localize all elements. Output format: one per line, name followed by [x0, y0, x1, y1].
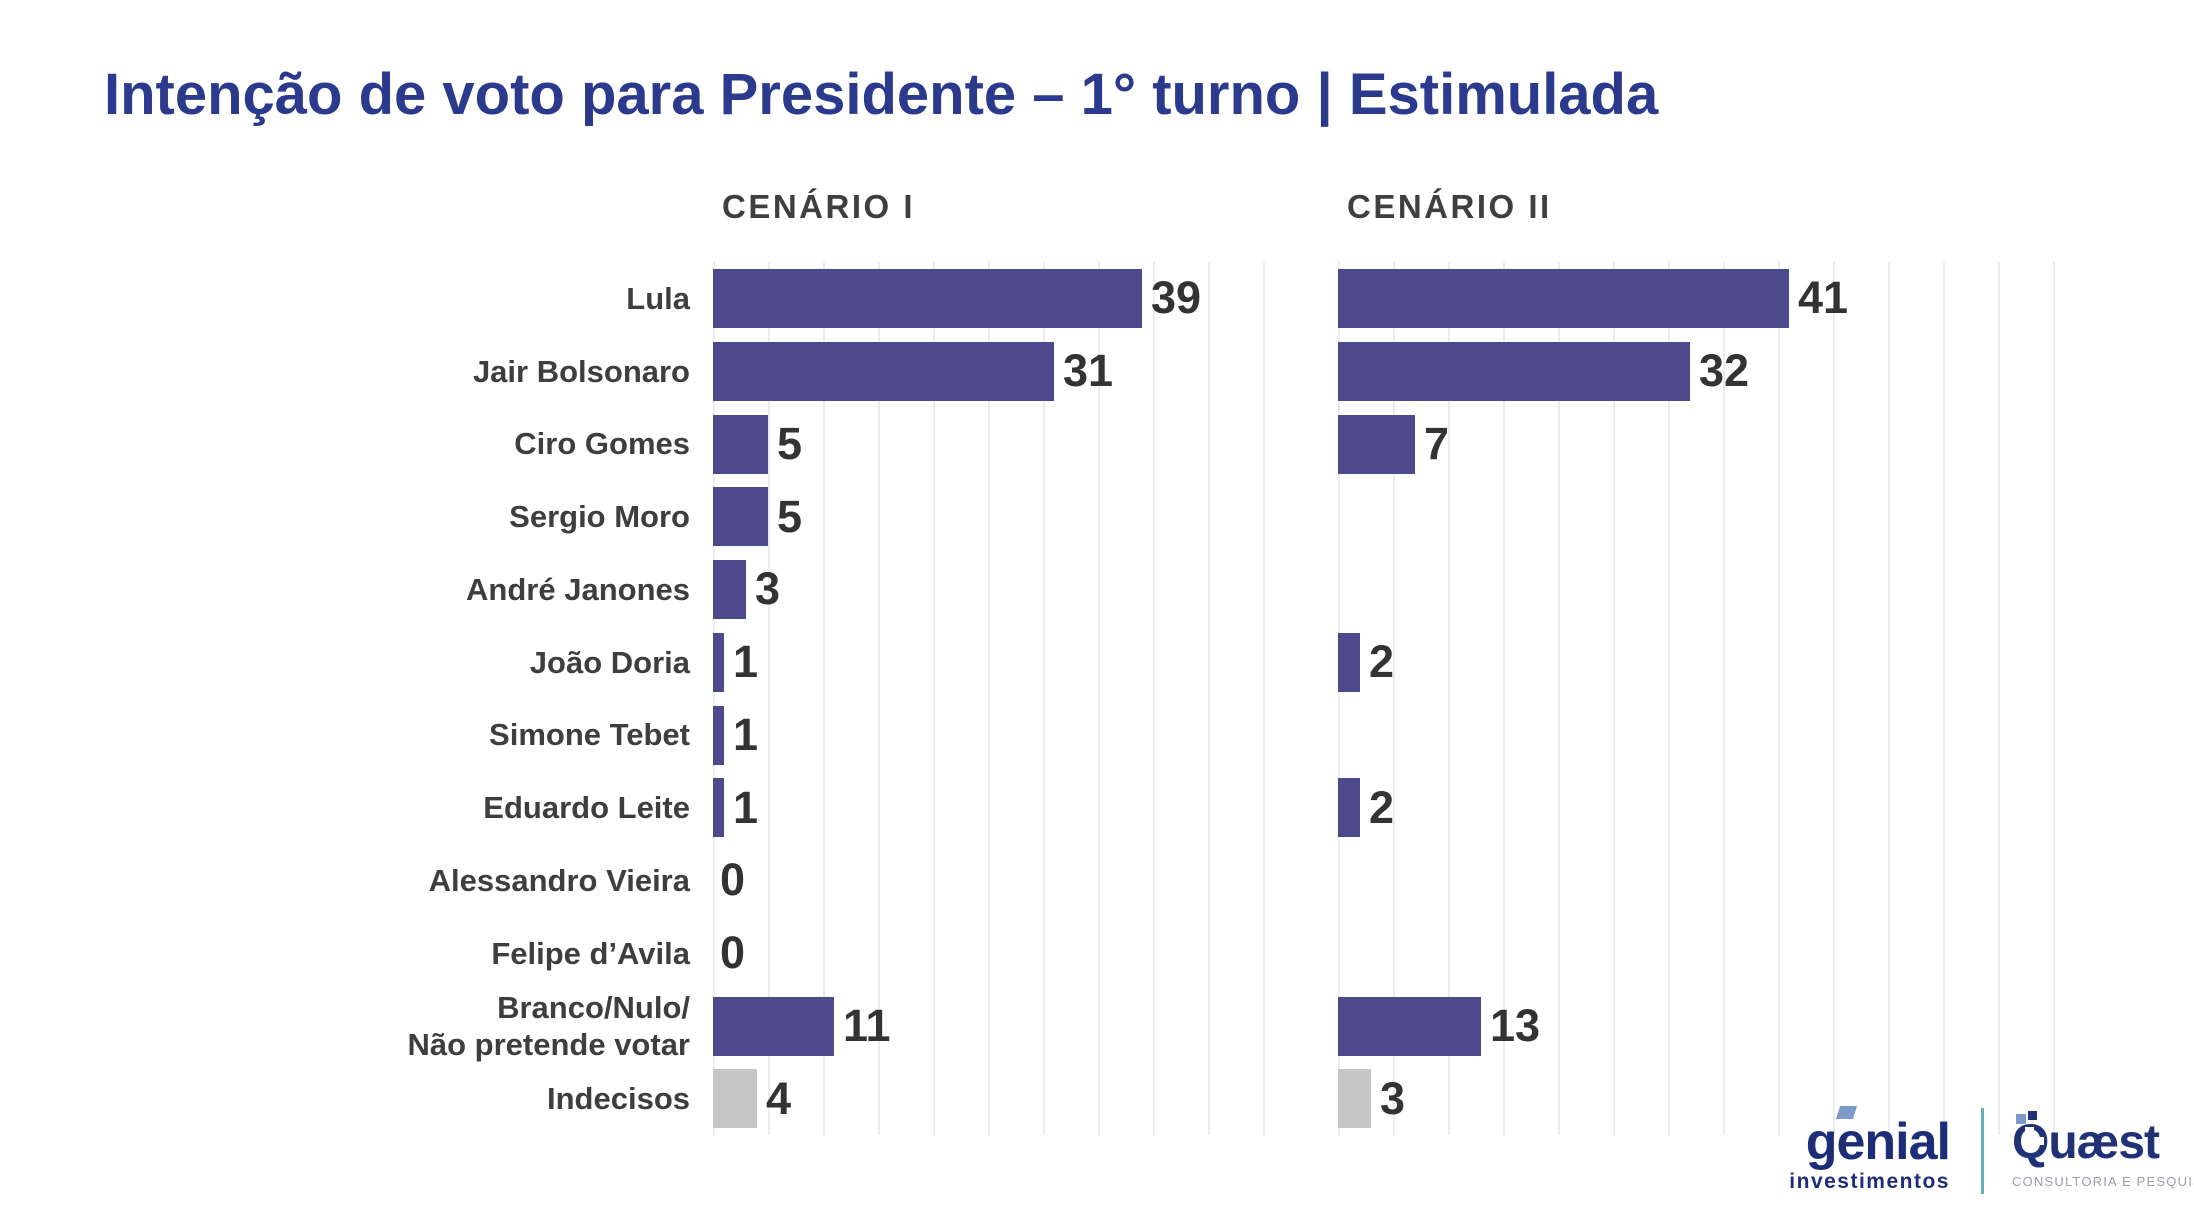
chart-row: Simone Tebet 1 [0, 699, 2194, 772]
panel-header-cenario-2: CENÁRIO II [1347, 188, 1552, 225]
quaest-mosaic-square-icon [2036, 1137, 2044, 1145]
category-label: Ciro Gomes [514, 426, 690, 462]
quaest-wordmark: Quæst [2012, 1111, 2182, 1168]
value-label-cenario-1: 3 [755, 563, 781, 615]
category-label: Eduardo Leite [483, 790, 690, 826]
bar-cenario-1 [713, 1069, 757, 1129]
panel-2-gridlines [1338, 262, 2055, 1135]
value-label-cenario-1: 31 [1063, 345, 1114, 397]
bar-cenario-1 [713, 341, 1054, 401]
value-label-cenario-2: 41 [1798, 272, 1849, 324]
value-label-cenario-2: 2 [1369, 781, 1395, 833]
category-label: André Janones [466, 571, 690, 607]
bar-cenario-1 [713, 560, 746, 619]
value-label-cenario-1: 1 [733, 636, 759, 688]
chart-row: Alessandro Vieira 0 [0, 844, 2194, 917]
category-label: Branco/Nulo/ Não pretende votar [407, 989, 690, 1062]
bar-cenario-1 [713, 778, 724, 838]
bar-cenario-1 [713, 632, 724, 692]
value-label-cenario-1: 5 [777, 490, 803, 542]
value-label-cenario-1: 11 [843, 999, 891, 1051]
bar-cenario-1 [713, 487, 768, 547]
bar-cenario-1 [713, 269, 1142, 328]
quaest-mosaic-square-icon [2028, 1111, 2037, 1120]
chart-row: Indecisos 4 3 [0, 1062, 2194, 1135]
bar-cenario-2 [1338, 1069, 1371, 1129]
chart-row: Lula 39 41 [0, 262, 2194, 335]
quaest-mosaic-square-icon [2025, 1127, 2034, 1136]
value-label-cenario-2: 13 [1490, 999, 1541, 1051]
value-label-cenario-2: 7 [1424, 417, 1450, 469]
category-label: Jair Bolsonaro [472, 353, 690, 389]
value-label-cenario-1: 5 [777, 417, 803, 469]
category-label: Felipe d’Avila [491, 935, 690, 971]
category-label: Sergio Moro [509, 499, 690, 535]
value-label-cenario-1: 0 [720, 854, 746, 906]
category-label: Alessandro Vieira [428, 862, 690, 898]
value-label-cenario-1: 1 [733, 781, 759, 833]
genial-wordmark: genial [1805, 1113, 1951, 1171]
value-label-cenario-2: 32 [1699, 345, 1750, 397]
bar-cenario-2 [1338, 996, 1481, 1056]
genial-logo: genial investimentos [1768, 1106, 1951, 1194]
category-label: Lula [626, 280, 690, 316]
bar-cenario-1 [713, 705, 724, 765]
bar-cenario-2 [1338, 778, 1360, 838]
value-label-cenario-1: 1 [733, 708, 759, 760]
value-label-cenario-1: 4 [766, 1072, 792, 1124]
chart-row: Ciro Gomes 5 7 [0, 408, 2194, 481]
logo-divider [1981, 1108, 1984, 1194]
chart-row: Felipe d’Avila 0 [0, 917, 2194, 990]
value-label-cenario-2: 2 [1369, 636, 1395, 688]
bar-cenario-2 [1338, 414, 1415, 474]
chart-row: João Doria 1 2 [0, 626, 2194, 699]
bar-cenario-2 [1338, 341, 1690, 401]
bar-cenario-1 [713, 414, 768, 474]
bar-chart: Lula 39 41 Jair Bolsonaro 31 32 Ciro Gomes 5 7 Se… [0, 262, 2194, 1135]
category-label: Indecisos [547, 1081, 690, 1117]
chart-row: Jair Bolsonaro 31 32 [0, 335, 2194, 408]
value-label-cenario-1: 0 [720, 927, 746, 979]
quaest-mosaic-square-icon [2016, 1114, 2026, 1124]
category-label: João Doria [529, 644, 690, 680]
page-title: Intenção de voto para Presidente – 1° tu… [104, 62, 1659, 127]
chart-row: Branco/Nulo/ Não pretende votar 11 13 [0, 990, 2194, 1063]
quaest-logo: Quæst CONSULTORIA E PESQUISA [2012, 1111, 2194, 1189]
bar-cenario-1 [713, 996, 834, 1056]
value-label-cenario-1: 39 [1151, 272, 1202, 324]
chart-row: Sergio Moro 5 [0, 480, 2194, 553]
bar-cenario-2 [1338, 632, 1360, 692]
quaest-subtitle: CONSULTORIA E PESQUISA [2012, 1174, 2194, 1189]
category-label: Simone Tebet [489, 717, 690, 753]
bar-cenario-2 [1338, 269, 1789, 328]
value-label-cenario-2: 3 [1380, 1072, 1406, 1124]
genial-subtitle: investimentos [1789, 1170, 1950, 1193]
chart-row: Eduardo Leite 1 2 [0, 771, 2194, 844]
panel-header-cenario-1: CENÁRIO I [722, 188, 916, 225]
chart-row: André Janones 3 [0, 553, 2194, 626]
panel-1-gridlines [713, 262, 1265, 1135]
